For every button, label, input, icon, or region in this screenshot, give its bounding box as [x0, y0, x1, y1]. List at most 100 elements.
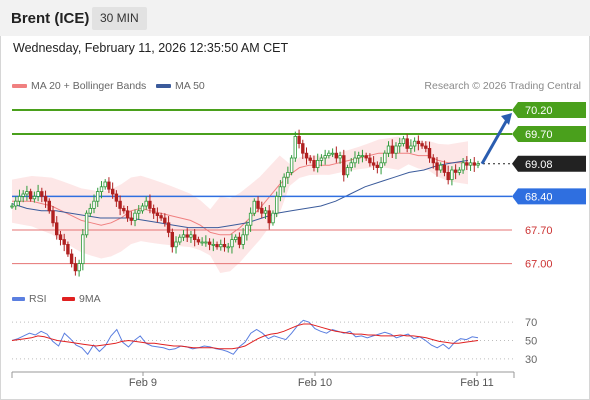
candle-body	[297, 135, 301, 144]
candle-body	[51, 210, 55, 224]
candle-body	[40, 191, 44, 197]
candle-body	[233, 236, 238, 240]
candle-body	[32, 195, 37, 200]
x-axis-label: Feb 9	[129, 377, 157, 389]
candle-body	[476, 163, 480, 166]
candle-body	[383, 152, 387, 164]
ma20-label: MA 20 + Bollinger Bands	[31, 80, 147, 92]
candle-body	[81, 234, 85, 265]
rsi-label: RSI	[29, 293, 47, 305]
candle-body	[368, 157, 372, 164]
candle-body	[345, 167, 350, 176]
candle-body	[356, 155, 361, 159]
candle-body	[99, 186, 104, 193]
candle-body	[211, 243, 215, 246]
candle-body	[274, 195, 279, 214]
candle-body	[334, 152, 338, 159]
ma9-label: 9MA	[79, 293, 101, 305]
candle-body	[137, 210, 141, 214]
candle-body	[409, 145, 413, 149]
ma50-label: MA 50	[175, 80, 205, 92]
candle-body	[111, 188, 115, 195]
legend-9ma: 9MA	[62, 293, 101, 305]
candle-body	[58, 234, 63, 241]
candle-body	[114, 193, 119, 202]
candle-body	[267, 210, 271, 224]
candle-body	[103, 181, 107, 188]
candle-body	[77, 263, 81, 272]
level-label-68.40: 68.40	[525, 191, 553, 203]
candle-body	[73, 263, 78, 272]
candle-body	[450, 169, 454, 181]
candle-body	[55, 222, 59, 236]
candle-body	[256, 200, 260, 209]
candle-body	[330, 152, 335, 155]
candle-body	[405, 138, 409, 149]
candle-body	[465, 162, 469, 166]
header-bar: Brent (ICE) 30 MIN	[0, 0, 590, 36]
candle-body	[25, 191, 29, 195]
candle-body	[397, 143, 402, 147]
candle-body	[293, 135, 297, 159]
credit-text: Research © 2026 Trading Central	[424, 80, 581, 92]
level-label-67.00: 67.00	[525, 259, 553, 271]
candle-body	[241, 234, 245, 245]
candle-body	[435, 162, 439, 171]
level-tag-70.20	[512, 102, 586, 118]
timeframe-badge[interactable]: 30 MIN	[92, 7, 147, 30]
legend-rsi: RSI	[12, 293, 47, 305]
candle-body	[36, 191, 40, 197]
candle-body	[301, 143, 305, 154]
candle-body	[66, 243, 70, 255]
candle-body	[222, 243, 227, 248]
candle-body	[230, 239, 234, 248]
bollinger-band	[12, 136, 468, 273]
candle-body	[178, 236, 182, 243]
candle-body	[96, 191, 100, 202]
candle-body	[461, 162, 465, 171]
level-label-69.08: 69.08	[525, 159, 553, 171]
ma20-swatch	[12, 84, 27, 89]
candle-body	[386, 145, 391, 154]
candle-body	[13, 200, 18, 207]
candle-body	[327, 152, 331, 156]
candle-body	[438, 164, 443, 171]
candle-body	[245, 224, 249, 236]
rsi-tick-50: 50	[525, 336, 537, 348]
rsi-tick-30: 30	[525, 354, 537, 366]
rsi-swatch	[12, 297, 25, 302]
candle-body	[129, 217, 133, 221]
candle-body	[166, 222, 171, 233]
candle-body	[88, 207, 92, 214]
candle-body	[323, 155, 327, 159]
candle-body	[252, 200, 256, 214]
candle-body	[107, 181, 111, 190]
projection-arrow-head	[501, 113, 512, 125]
candles	[10, 129, 480, 277]
candle-body	[379, 162, 383, 169]
candle-body	[144, 200, 148, 207]
candle-body	[170, 231, 174, 248]
candle-body	[412, 140, 417, 147]
ma50-swatch	[156, 84, 171, 89]
candle-body	[420, 143, 424, 147]
candle-body	[424, 145, 428, 149]
candle-body	[271, 212, 275, 224]
candle-body	[17, 195, 22, 202]
candle-body	[260, 207, 264, 214]
candle-body	[312, 159, 316, 168]
candle-body	[446, 171, 450, 180]
x-axis-label: Feb 11	[460, 377, 493, 389]
ma9-swatch	[62, 297, 75, 302]
candle-body	[47, 200, 51, 212]
legend-ma20: MA 20 + Bollinger Bands	[12, 80, 146, 92]
instrument-title: Brent (ICE)	[11, 10, 90, 27]
level-label-70.20: 70.20	[525, 105, 553, 117]
candle-body	[215, 243, 219, 248]
candle-body	[427, 147, 432, 159]
candle-body	[196, 239, 201, 243]
candle-body	[237, 236, 242, 245]
candle-body	[364, 155, 368, 159]
candle-body	[401, 138, 406, 145]
